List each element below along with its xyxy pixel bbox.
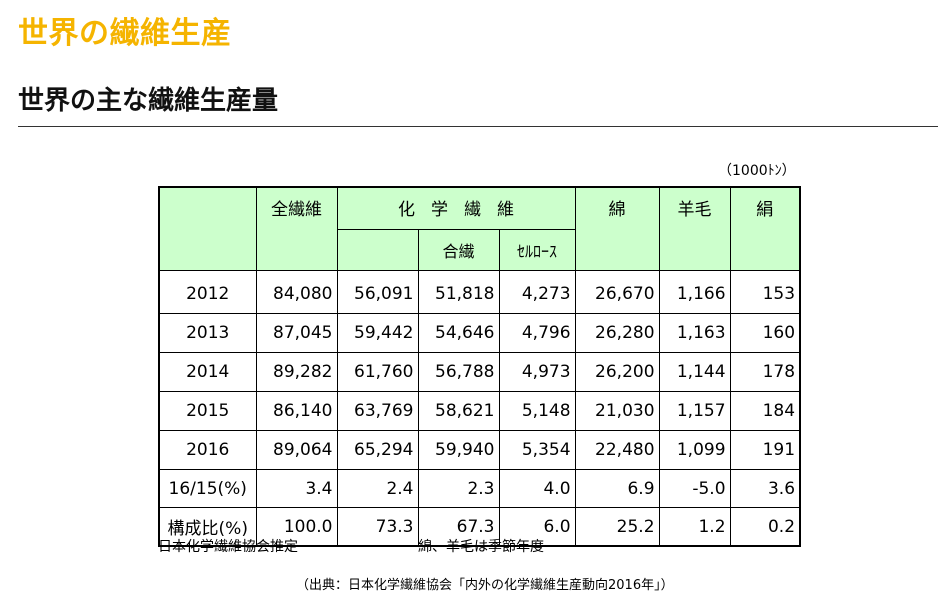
- year-cell: 2015: [158, 391, 257, 431]
- silk-cell: 178: [729, 352, 802, 392]
- header-silk: 絹: [729, 186, 802, 271]
- wool-cell: 1,157: [658, 391, 731, 431]
- total-cell: 87,045: [255, 313, 338, 353]
- chemical-cell: 59,442: [336, 313, 419, 353]
- header-total: 全繊維: [255, 186, 338, 271]
- source-citation: （出典：日本化学繊維協会「内外の化学繊維生産動向2016年」）: [296, 578, 674, 593]
- silk-cell: 184: [729, 391, 802, 431]
- cellulose-cell: 4,273: [498, 270, 576, 314]
- wool-cell: 1,099: [658, 430, 731, 470]
- silk-cell: 191: [729, 430, 802, 470]
- year-cell: 2014: [158, 352, 257, 392]
- chemical-cell: 2.4: [336, 469, 419, 508]
- year-cell: 2012: [158, 270, 257, 314]
- table-row: 2015 86,140 63,769 58,621 5,148 21,030 1…: [158, 391, 802, 431]
- wool-cell: 1.2: [658, 507, 731, 547]
- header-wool: 羊毛: [658, 186, 731, 271]
- cellulose-cell: 5,354: [498, 430, 576, 470]
- synthetic-cell: 67.3: [417, 507, 500, 547]
- chemical-cell: 56,091: [336, 270, 419, 314]
- header-row: 全繊維 化学繊維 綿 羊毛 絹: [158, 186, 802, 271]
- total-cell: 100.0: [255, 507, 338, 547]
- cotton-cell: 6.9: [574, 469, 660, 508]
- table-row: 2013 87,045 59,442 54,646 4,796 26,280 1…: [158, 313, 802, 353]
- header-chemical: 化学繊維: [336, 186, 576, 230]
- section-divider: [18, 126, 938, 127]
- total-cell: 86,140: [255, 391, 338, 431]
- fiber-production-table: 全繊維 化学繊維 綿 羊毛 絹 合繊 ｾﾙﾛｰｽ 2012 84,080 56,…: [158, 186, 802, 547]
- chemical-cell: 61,760: [336, 352, 419, 392]
- cotton-cell: 25.2: [574, 507, 660, 547]
- table-row: 2012 84,080 56,091 51,818 4,273 26,670 1…: [158, 270, 802, 314]
- share-row: 構成比(%) 100.0 73.3 67.3 6.0 25.2 1.2 0.2: [158, 507, 802, 547]
- synthetic-cell: 56,788: [417, 352, 500, 392]
- header-chemical-spacer: [336, 229, 419, 271]
- cotton-cell: 26,200: [574, 352, 660, 392]
- page-title: 世界の繊維生産: [18, 16, 232, 51]
- table-row: 2014 89,282 61,760 56,788 4,973 26,200 1…: [158, 352, 802, 392]
- header-cellulose: ｾﾙﾛｰｽ: [498, 229, 576, 271]
- total-cell: 89,064: [255, 430, 338, 470]
- total-cell: 89,282: [255, 352, 338, 392]
- wool-cell: 1,163: [658, 313, 731, 353]
- wool-cell: 1,166: [658, 270, 731, 314]
- silk-cell: 0.2: [729, 507, 802, 547]
- share-label: 構成比(%): [158, 507, 257, 547]
- total-cell: 84,080: [255, 270, 338, 314]
- cellulose-cell: 4,973: [498, 352, 576, 392]
- chemical-cell: 63,769: [336, 391, 419, 431]
- chemical-cell: 65,294: [336, 430, 419, 470]
- cotton-cell: 26,670: [574, 270, 660, 314]
- synthetic-cell: 2.3: [417, 469, 500, 508]
- header-cotton: 綿: [574, 186, 660, 271]
- cellulose-cell: 4,796: [498, 313, 576, 353]
- total-cell: 3.4: [255, 469, 338, 508]
- silk-cell: 3.6: [729, 469, 802, 508]
- cotton-cell: 26,280: [574, 313, 660, 353]
- year-cell: 2016: [158, 430, 257, 470]
- cotton-cell: 21,030: [574, 391, 660, 431]
- year-cell: 2013: [158, 313, 257, 353]
- chemical-cell: 73.3: [336, 507, 419, 547]
- unit-label: （1000ﾄﾝ）: [718, 163, 796, 179]
- subheader-row: 合繊 ｾﾙﾛｰｽ: [159, 229, 800, 271]
- synthetic-cell: 59,940: [417, 430, 500, 470]
- cotton-cell: 22,480: [574, 430, 660, 470]
- header-synthetic: 合繊: [417, 229, 500, 271]
- synthetic-cell: 58,621: [417, 391, 500, 431]
- synthetic-cell: 54,646: [417, 313, 500, 353]
- cellulose-cell: 6.0: [498, 507, 576, 547]
- growth-row: 16/15(%) 3.4 2.4 2.3 4.0 6.9 -5.0 3.6: [158, 469, 802, 508]
- table-row: 2016 89,064 65,294 59,940 5,354 22,480 1…: [158, 430, 802, 470]
- season-note: 綿、羊毛は季節年度: [418, 539, 544, 555]
- estimate-note: 日本化学繊維協会推定: [158, 539, 298, 555]
- wool-cell: 1,144: [658, 352, 731, 392]
- synthetic-cell: 51,818: [417, 270, 500, 314]
- header-corner: [158, 186, 257, 271]
- cellulose-cell: 4.0: [498, 469, 576, 508]
- wool-cell: -5.0: [658, 469, 731, 508]
- cellulose-cell: 5,148: [498, 391, 576, 431]
- silk-cell: 160: [729, 313, 802, 353]
- silk-cell: 153: [729, 270, 802, 314]
- section-title: 世界の主な繊維生産量: [18, 86, 279, 116]
- growth-label: 16/15(%): [158, 469, 257, 508]
